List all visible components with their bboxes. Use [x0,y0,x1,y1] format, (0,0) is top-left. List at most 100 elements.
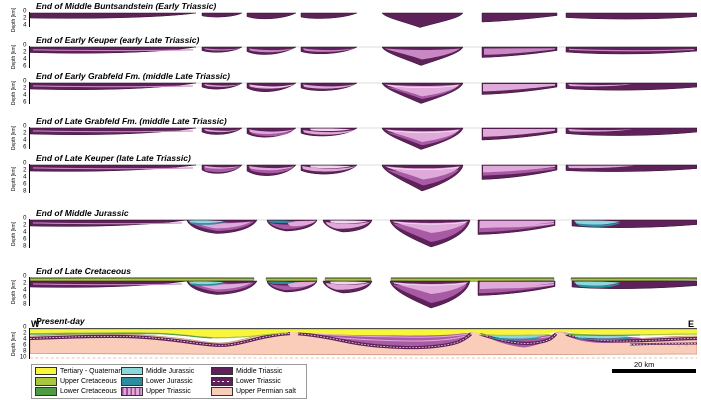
axis-tick: 2 [23,130,27,137]
legend-label: Upper Triassic [146,388,191,396]
depth-axis-label: Depth [km] [11,125,17,151]
panel-8-depth-axis: Depth [km] 0 2 4 6 8 10 [11,324,30,361]
west-label: W [31,319,40,329]
axis-tick: 2 [23,330,27,337]
axis-tick: 0 [23,8,27,15]
axis-tick: 4 [23,92,27,99]
legend-swatch-tertiary-quaternary [35,366,57,376]
legend-label: Upper Cretaceous [60,377,117,385]
axis-tick: 8 [23,348,27,355]
axis-tick: 2 [23,280,27,287]
scale-bar [612,369,696,373]
legend-item: Upper Triassic [121,387,211,396]
axis-tick: 0 [23,273,27,280]
legend-item: Upper Cretaceous [35,377,121,386]
panel-5-title: End of Late Keuper (late Late Triassic) [36,153,191,163]
axis-tick: 6 [23,342,27,349]
axis-tick: 6 [23,63,27,70]
axis-tick: 6 [23,236,27,243]
legend-label: Middle Triassic [236,367,283,375]
axis-tick: 6 [23,181,27,188]
legend-item: Lower Jurassic [121,377,211,386]
depth-axis-label: Depth [km] [11,80,17,106]
axis-tick: 2 [23,49,27,56]
depth-axis-label: Depth [km] [11,7,17,32]
axis-tick: 2 [23,222,27,229]
section-6-svg [30,219,697,248]
section-2-svg [30,46,697,66]
axis-tick: 8 [23,188,27,195]
legend-swatch-lower-cretaceous [35,387,57,396]
legend-label: Lower Jurassic [146,377,193,385]
depth-axis-label: Depth [km] [11,279,17,304]
dash-pattern [213,380,231,383]
panel-8-title: Present-day [36,316,85,326]
axis-tick: 4 [23,336,27,343]
panel-3-title: End of Early Grabfeld Fm. (middle Late T… [36,71,230,81]
axis-tick: 4 [23,174,27,181]
axis-tick: 4 [23,22,27,29]
depth-axis-label: Depth [km] [11,166,17,191]
legend-label: Tertiary - Quaternary [60,367,125,375]
panel-2-title: End of Early Keuper (early Late Triassic… [36,35,200,45]
axis-tick: 6 [23,99,27,106]
axis-tick: 4 [23,287,27,294]
axis-tick: 0 [23,215,27,222]
legend-label: Lower Triassic [236,377,281,385]
legend-item: Lower Cretaceous [35,387,121,396]
legend-swatch-middle-jurassic [121,366,143,376]
legend-swatch-lower-triassic [211,377,233,386]
legend-item: Upper Permian salt [211,387,303,396]
axis-tick: 2 [23,85,27,92]
panel-6-title: End of Middle Jurassic [36,208,129,218]
depth-axis-label: Depth [km] [11,331,17,356]
panel-1-title: End of Middle Buntsandstein (Early Trias… [36,1,217,11]
axis-tick: 10 [19,354,27,361]
east-label: E [688,319,695,329]
axis-tick: 4 [23,229,27,236]
axis-tick: 6 [23,144,27,151]
section-8-svg [30,328,697,359]
legend-item: Lower Triassic [211,377,303,386]
depth-axis-label: Depth [km] [11,44,17,70]
legend: Tertiary - Quaternary Middle Jurassic Mi… [31,364,307,399]
panel-4-title: End of Late Grabfeld Fm. (middle Late Tr… [36,116,227,126]
axis-tick: 8 [23,243,27,250]
section-4-svg [30,127,697,150]
depth-axis-label: Depth [km] [11,221,17,246]
section-5-svg [30,164,697,192]
legend-label: Upper Permian salt [236,388,296,396]
legend-item: Middle Triassic [211,366,303,376]
legend-label: Lower Cretaceous [60,388,117,396]
axis-tick: 0 [23,123,27,130]
section-7-svg [30,277,697,309]
scale-bar-label: 20 km [634,360,655,369]
axis-tick: 0 [23,324,27,331]
section-3-svg [30,82,697,104]
legend-swatch-middle-triassic [211,366,233,376]
legend-swatch-upper-triassic [121,387,143,396]
legend-item: Tertiary - Quaternary [35,366,125,376]
axis-tick: 6 [23,294,27,301]
legend-swatch-lower-jurassic [121,377,143,386]
legend-swatch-upper-cretaceous [35,377,57,386]
axis-tick: 0 [23,78,27,85]
axis-tick: 4 [23,137,27,144]
axis-tick: 0 [23,42,27,49]
section-1-svg [30,12,697,28]
axis-tick: 8 [23,301,27,308]
axis-tick: 2 [23,15,27,22]
axis-tick: 0 [23,160,27,167]
legend-label: Middle Jurassic [146,367,195,375]
legend-item: Middle Jurassic [121,366,211,376]
panel-7-title: End of Late Cretaceous [36,266,131,276]
axis-tick: 2 [23,167,27,174]
legend-swatch-upper-permian-salt [211,387,233,396]
